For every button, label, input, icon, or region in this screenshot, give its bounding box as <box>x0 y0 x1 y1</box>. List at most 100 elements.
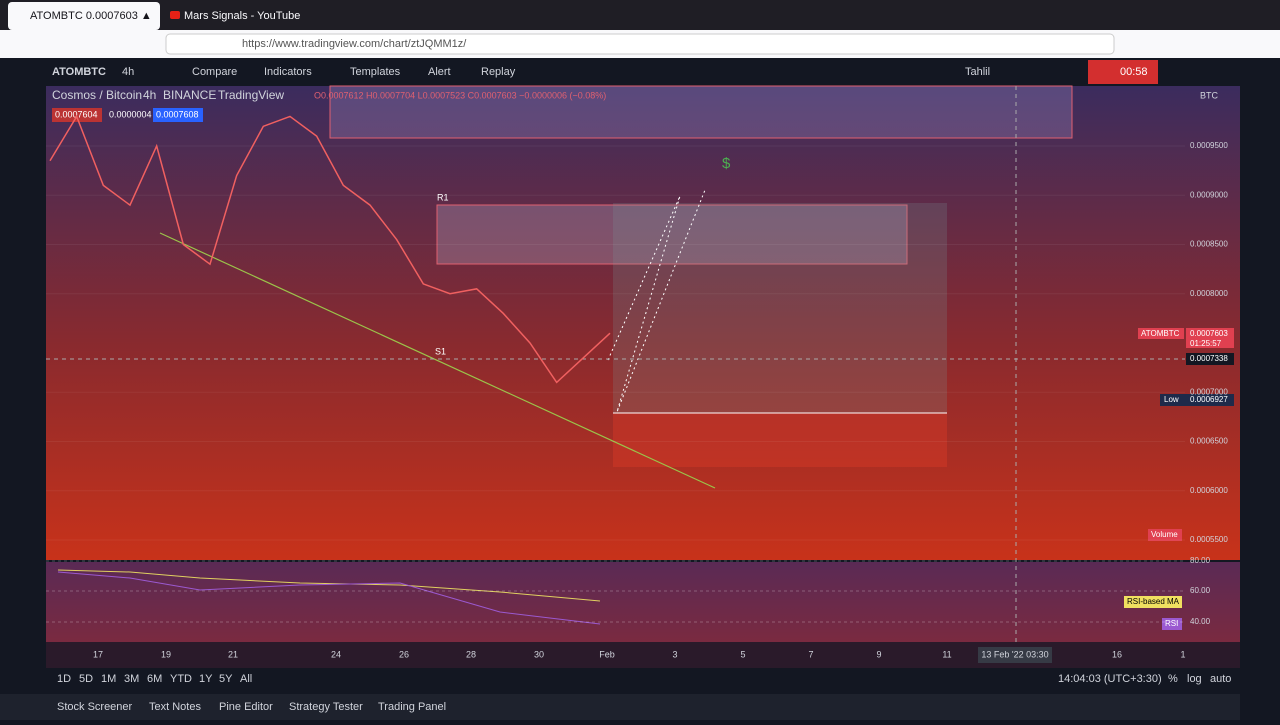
low-price: 0.0006927 <box>1190 395 1228 404</box>
panel-tab[interactable]: Trading Panel <box>378 701 446 713</box>
time-tick-label: 24 <box>331 649 341 659</box>
price-tick-label: 0.0009500 <box>1190 141 1228 150</box>
scale-option[interactable]: log <box>1187 673 1202 685</box>
legend-interval: 4h <box>143 88 156 102</box>
range-button[interactable]: YTD <box>170 673 192 685</box>
low-label: Low <box>1164 395 1179 404</box>
time-tick-label: Feb <box>599 649 615 659</box>
price-tick-label: 0.0006000 <box>1190 486 1228 495</box>
scale-option[interactable]: % <box>1168 673 1178 685</box>
interval[interactable]: 4h <box>122 66 134 78</box>
price-line <box>49 114 611 384</box>
bid-box[interactable] <box>52 108 102 122</box>
time-tick-label: 16 <box>1112 649 1122 659</box>
time-tick-label: 5 <box>740 649 745 659</box>
rsi-tag <box>1162 618 1182 630</box>
rsi-pane <box>46 562 1240 642</box>
price-tick-label: 0.0009000 <box>1190 190 1228 199</box>
youtube-icon <box>170 11 180 19</box>
ask[interactable]: 0.0007608 <box>156 109 199 119</box>
spread: 0.0000004 <box>109 109 152 119</box>
ask-box[interactable] <box>153 108 203 122</box>
rsi-tick-label: 60.00 <box>1190 586 1211 595</box>
crosshair-price: 0.0007338 <box>1190 354 1228 363</box>
clock: 14:04:03 (UTC+3:30) <box>1058 673 1162 685</box>
time-tick-label: 1 <box>1180 649 1185 659</box>
panel-tab[interactable]: Stock Screener <box>57 701 133 713</box>
projection <box>607 189 706 413</box>
target-box <box>613 203 947 413</box>
tab-title[interactable]: ATOMBTC 0.0007603 ▲ <box>30 10 152 22</box>
rsi-line <box>57 571 601 625</box>
time-tick-label: 9 <box>876 649 881 659</box>
range-button[interactable]: 5Y <box>219 673 233 685</box>
toolbar-button[interactable]: Indicators <box>264 66 312 78</box>
range-button[interactable]: 1D <box>57 673 71 685</box>
rsi-ma-label: RSI-based MA <box>1127 597 1180 606</box>
zone <box>329 85 1073 139</box>
price-tick-label: 0.0007000 <box>1190 387 1228 396</box>
tv-toolbar <box>0 58 1280 86</box>
bottom-bar <box>46 668 1240 690</box>
time-tick-label: 13 Feb '22 03:30 <box>981 649 1048 659</box>
range-button[interactable]: 1M <box>101 673 116 685</box>
price-tick-label: 0.0005500 <box>1190 535 1228 544</box>
last-tag <box>1138 328 1184 339</box>
time-tick-label: 17 <box>93 649 103 659</box>
toolbar-button[interactable]: Templates <box>350 66 401 78</box>
panel-tab[interactable]: Pine Editor <box>219 701 273 713</box>
toolbar-button[interactable]: Replay <box>481 66 516 78</box>
active-tab[interactable] <box>8 2 160 30</box>
currency[interactable]: BTC <box>1200 90 1219 100</box>
range-button[interactable]: 3M <box>124 673 139 685</box>
timer: 00:58 <box>1120 66 1148 78</box>
toolbar-button[interactable]: Alert <box>428 66 451 78</box>
price-tick-label: 0.0008500 <box>1190 240 1228 249</box>
url[interactable]: https://www.tradingview.com/chart/ztJQMM… <box>242 38 467 50</box>
rsi-tick-label: 80.00 <box>1190 556 1211 565</box>
crosshair-box <box>1186 353 1234 365</box>
toolbar-button[interactable]: Compare <box>192 66 237 78</box>
panel-tab[interactable]: Text Notes <box>149 701 201 713</box>
url-field[interactable] <box>165 33 1115 55</box>
range-button[interactable]: 1Y <box>199 673 213 685</box>
legend-name: Cosmos / Bitcoin <box>52 88 142 102</box>
rsi-tick-label: 40.00 <box>1190 617 1211 626</box>
tab-bar <box>0 0 1280 30</box>
drawing-label: R1 <box>437 192 449 202</box>
record-button[interactable] <box>1088 60 1158 84</box>
range-button[interactable]: All <box>240 673 252 685</box>
left-toolbar <box>0 86 46 690</box>
crosshair-time-box <box>978 647 1052 663</box>
tab-title[interactable]: Mars Signals - YouTube <box>184 10 300 22</box>
last-symbol: ATOMBTC <box>1141 329 1180 338</box>
time-axis <box>46 642 1240 668</box>
panel-bar <box>0 694 1240 720</box>
price-tick-label: 0.0006500 <box>1190 437 1228 446</box>
time-tick-label: 7 <box>808 649 813 659</box>
countdown: 01:25:57 <box>1190 339 1222 348</box>
time-tick-label: 28 <box>466 649 476 659</box>
trend-line <box>159 232 716 489</box>
legend-source: TradingView <box>218 88 284 102</box>
rsi-ma-tag <box>1124 596 1182 608</box>
time-tick-label: 26 <box>399 649 409 659</box>
scale-option[interactable]: auto <box>1210 673 1231 685</box>
time-tick-label: 11 <box>942 649 951 659</box>
drawing-label: S1 <box>435 346 446 356</box>
time-tick-label: 3 <box>672 649 677 659</box>
legend-exchange: BINANCE <box>163 88 216 102</box>
range-button[interactable]: 6M <box>147 673 162 685</box>
stop-box <box>613 413 947 467</box>
bid[interactable]: 0.0007604 <box>55 109 98 119</box>
symbol[interactable]: ATOMBTC <box>52 66 106 78</box>
time-tick-label: 21 <box>228 649 238 659</box>
zone <box>436 204 908 265</box>
range-button[interactable]: 5D <box>79 673 93 685</box>
volume-tag <box>1148 529 1182 541</box>
panel-tab[interactable]: Strategy Tester <box>289 701 363 713</box>
layout-name[interactable]: Tahlil <box>965 66 990 78</box>
last-price-box <box>1186 328 1234 348</box>
